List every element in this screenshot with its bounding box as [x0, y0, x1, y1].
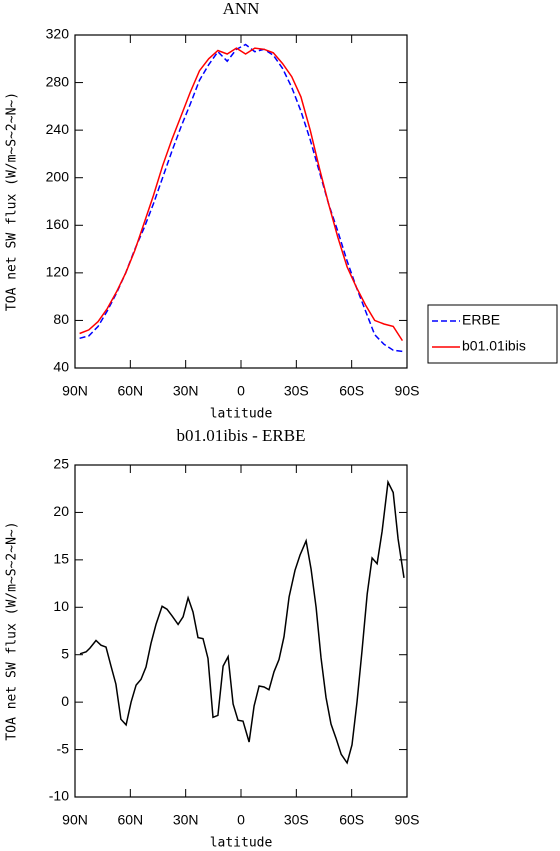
y-tick-label: 10	[53, 598, 69, 614]
data-line	[79, 43, 403, 353]
y-axis-label: TOA net SW flux (W/m~S~2~N~)	[5, 92, 20, 311]
x-tick-label: 60N	[117, 812, 143, 828]
x-tick-label: 30S	[284, 812, 309, 828]
y-tick-label: 200	[46, 168, 70, 184]
y-tick-label: -10	[49, 788, 69, 804]
y-tick-label: 5	[61, 645, 69, 661]
x-tick-label: 30N	[173, 383, 199, 399]
legend-box	[427, 304, 558, 364]
x-tick-label: 0	[237, 383, 245, 399]
x-tick-label: 90N	[62, 812, 88, 828]
x-tick-label: 90N	[62, 383, 88, 399]
x-tick-label: 90S	[395, 383, 420, 399]
data-line	[79, 479, 405, 765]
y-tick-label: 0	[61, 693, 69, 709]
legend-label: b01.01ibis	[462, 338, 526, 354]
y-tick-label: 15	[53, 551, 69, 567]
x-axis-label: latitude	[210, 836, 273, 851]
x-tick-label: 60N	[117, 383, 143, 399]
x-axis-label: latitude	[210, 407, 273, 422]
plot-frame	[74, 464, 408, 798]
data-line	[79, 47, 404, 342]
chart-title: ANN	[223, 0, 260, 18]
y-axis-label: TOA net SW flux (W/m~S~2~N~)	[5, 521, 20, 740]
plot-frame	[74, 34, 408, 369]
y-tick-label: 80	[53, 311, 69, 327]
x-tick-label: 60S	[339, 383, 364, 399]
y-tick-label: -5	[57, 740, 70, 756]
y-tick-label: 40	[53, 359, 69, 375]
y-tick-label: 320	[46, 26, 70, 42]
y-tick-label: 280	[46, 73, 70, 89]
x-tick-label: 30N	[173, 812, 199, 828]
x-tick-label: 0	[237, 812, 245, 828]
y-tick-label: 20	[53, 503, 69, 519]
y-tick-label: 160	[46, 216, 70, 232]
x-tick-label: 30S	[284, 383, 309, 399]
y-tick-label: 25	[53, 456, 69, 472]
y-tick-label: 240	[46, 121, 70, 137]
x-tick-label: 90S	[395, 812, 420, 828]
legend-label: ERBE	[462, 312, 500, 328]
x-tick-label: 60S	[339, 812, 364, 828]
y-tick-label: 120	[46, 264, 70, 280]
chart-title: b01.01ibis - ERBE	[177, 426, 306, 445]
